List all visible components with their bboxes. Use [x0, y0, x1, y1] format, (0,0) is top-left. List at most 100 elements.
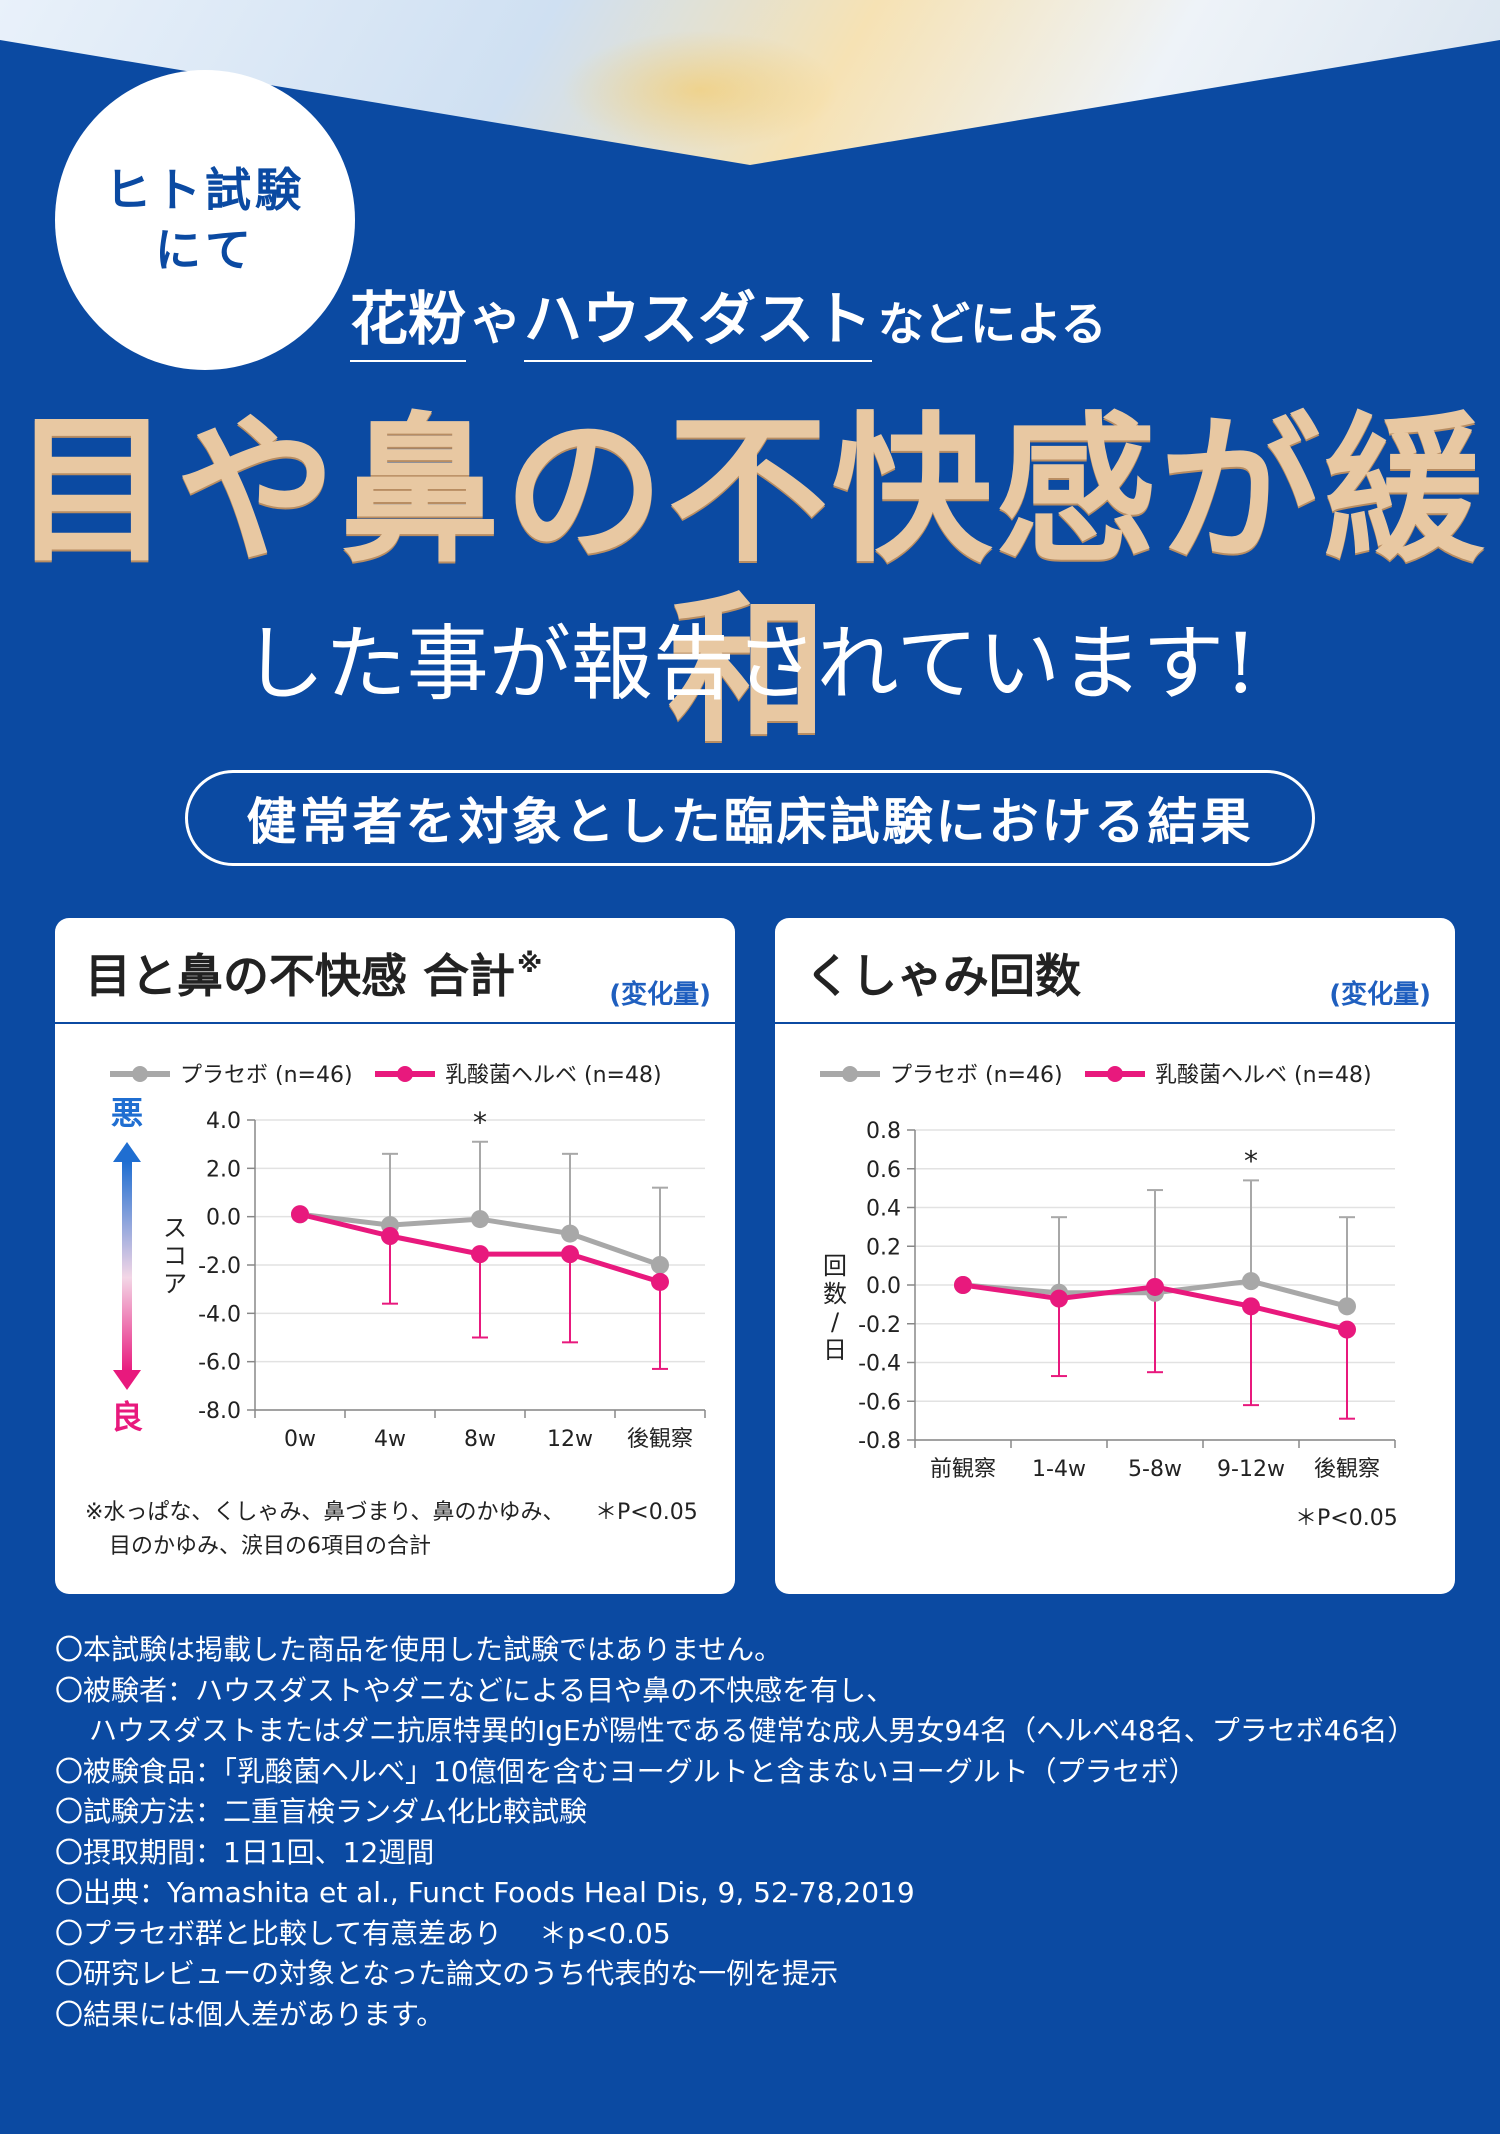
- y-tick-label: 0.2: [866, 1235, 901, 1260]
- legend-label-placebo: プラセボ (n=46): [180, 1063, 353, 1088]
- y-tick-label: -6.0: [198, 1351, 241, 1376]
- chart-title: 目と鼻の不快感 合計※: [85, 949, 543, 1003]
- legend-marker-herbe: [1107, 1066, 1123, 1082]
- y-tick-label: 0.4: [866, 1197, 901, 1222]
- p-value: ＊P<0.05: [595, 1500, 698, 1525]
- data-point-herbe: [561, 1245, 579, 1264]
- x-tick-label: 後観察: [627, 1427, 693, 1452]
- legend-marker-herbe: [397, 1066, 413, 1082]
- y-tick-label: -2.0: [198, 1254, 241, 1279]
- data-point-herbe: [1050, 1289, 1068, 1308]
- y-axis-label: ア: [163, 1270, 187, 1298]
- x-tick-label: 1-4w: [1032, 1457, 1086, 1482]
- x-tick-label: 後観察: [1314, 1457, 1380, 1482]
- bad-label: 悪: [111, 1094, 143, 1132]
- subhead-pollen: 花粉: [350, 272, 467, 362]
- y-tick-label: -0.2: [858, 1313, 901, 1338]
- badge-line2: にて: [155, 223, 255, 277]
- severity-gradient-bar: [122, 1162, 132, 1372]
- x-tick-label: 9-12w: [1217, 1457, 1285, 1482]
- up-arrow-icon: [113, 1142, 141, 1162]
- main-headline: 目や鼻の不快感が緩和: [11, 396, 1488, 764]
- data-point-herbe: [291, 1205, 309, 1224]
- footnote: ハウスダストまたはダニ抗原特異的IgEが陽性である健常な成人男女94名（ヘルベ4…: [89, 1714, 1416, 1747]
- y-tick-label: 2.0: [206, 1157, 241, 1182]
- note-line2: 目のかゆみ、涙目の6項目の合計: [109, 1534, 431, 1559]
- y-axis-label: コ: [163, 1242, 187, 1270]
- data-point-herbe: [1338, 1320, 1356, 1339]
- subhead-housedust: ハウスダスト: [524, 272, 873, 362]
- subhead-ya: や: [472, 297, 519, 351]
- y-tick-label: 4.0: [206, 1109, 241, 1134]
- y-axis-label: 日: [823, 1336, 847, 1364]
- x-tick-label: 4w: [374, 1427, 406, 1452]
- data-point-herbe: [651, 1272, 669, 1291]
- data-point-placebo: [1242, 1272, 1260, 1291]
- discomfort-chart: プラセボ (n=46) 乳酸菌ヘルベ (n=48) 4.0 2.0 0.0 -2.0 -4.…: [110, 1063, 706, 1452]
- subheadline: 花粉 や ハウスダスト などによる: [350, 282, 1113, 362]
- y-axis-label: /: [831, 1308, 840, 1336]
- data-point-herbe: [954, 1276, 972, 1294]
- note-line1: ※水っぱな、くしゃみ、鼻づまり、鼻のかゆみ、: [85, 1500, 565, 1525]
- data-point-placebo: [651, 1256, 669, 1274]
- y-tick-label: 0.8: [866, 1119, 901, 1144]
- y-tick-label: -8.0: [198, 1399, 241, 1424]
- headline-sub: した事が報告されています!: [242, 617, 1258, 712]
- chart-panel-sneeze: くしゃみ回数 (変化量) プラセボ (n=46) 乳酸菌ヘルベ (n=48) 0.8…: [775, 918, 1455, 1594]
- data-point-herbe: [1146, 1277, 1164, 1296]
- data-point-herbe: [471, 1245, 489, 1264]
- y-axis-label: 回: [823, 1252, 847, 1280]
- y-axis-label: 数: [823, 1280, 847, 1308]
- legend-marker-placebo: [132, 1066, 148, 1082]
- footnotes: 〇本試験は掲載した商品を使用した試験ではありません。 〇被験者：ハウスダストやダ…: [55, 1630, 1475, 2035]
- badge-line1: ヒト試験: [105, 163, 305, 217]
- y-tick-label: -0.8: [858, 1429, 901, 1454]
- subhead-tail: などによる: [878, 297, 1107, 351]
- legend-label-herbe: 乳酸菌ヘルベ (n=48): [445, 1063, 662, 1088]
- chart-note: ※水っぱな、くしゃみ、鼻づまり、鼻のかゆみ、 目のかゆみ、涙目の6項目の合計: [85, 1496, 565, 1564]
- y-tick-label: 0.6: [866, 1158, 901, 1183]
- legend-label-herbe: 乳酸菌ヘルベ (n=48): [1155, 1063, 1372, 1088]
- chart-title: くしゃみ回数: [805, 949, 1081, 1003]
- panel-header: くしゃみ回数 (変化量): [775, 918, 1455, 1024]
- significance-mark: *: [1244, 1144, 1258, 1177]
- legend-marker-placebo: [842, 1066, 858, 1082]
- x-tick-label: 5-8w: [1128, 1457, 1182, 1482]
- footnote: 〇試験方法：二重盲検ランダム化比較試験: [55, 1795, 588, 1828]
- footnote: 〇本試験は掲載した商品を使用した試験ではありません。: [55, 1633, 783, 1666]
- data-point-placebo: [471, 1210, 489, 1229]
- x-tick-label: 12w: [547, 1427, 593, 1452]
- data-point-placebo: [561, 1224, 579, 1243]
- y-tick-label: -0.4: [858, 1352, 901, 1377]
- x-tick-label: 前観察: [930, 1457, 996, 1482]
- data-point-placebo: [1338, 1297, 1356, 1316]
- significance-mark: *: [473, 1106, 487, 1139]
- y-tick-label: 0.0: [866, 1274, 901, 1299]
- chart-unit: (変化量): [1329, 980, 1431, 1010]
- down-arrow-icon: [113, 1370, 141, 1390]
- x-tick-label: 8w: [464, 1427, 496, 1452]
- y-tick-label: -4.0: [198, 1302, 241, 1327]
- chart-panel-discomfort: 目と鼻の不快感 合計※ (変化量) プラセボ (n=46) 乳酸菌ヘルベ (n=4…: [55, 918, 735, 1594]
- trial-result-pill: 健常者を対象とした臨床試験における結果: [185, 770, 1315, 866]
- sneeze-chart: プラセボ (n=46) 乳酸菌ヘルベ (n=48) 0.8 0.6 0.4 0.2 0.0 -…: [820, 1063, 1396, 1482]
- footnote: 〇被験者：ハウスダストやダニなどによる目や鼻の不快感を有し、: [55, 1673, 895, 1707]
- footnote: 〇プラセボ群と比較して有意差あり ＊p<0.05: [55, 1916, 671, 1950]
- footnote: 〇摂取期間：1日1回、12週間: [55, 1835, 435, 1869]
- good-label: 良: [111, 1398, 143, 1436]
- data-point-herbe: [1242, 1297, 1260, 1316]
- footnote: 〇被験食品：「乳酸菌ヘルベ」10億個を含むヨーグルトと含まないヨーグルト（プラセ…: [55, 1754, 1197, 1788]
- panel-header: 目と鼻の不快感 合計※ (変化量): [55, 918, 735, 1024]
- legend-label-placebo: プラセボ (n=46): [890, 1063, 1063, 1088]
- chart-unit: (変化量): [609, 980, 711, 1010]
- y-axis-label: ス: [163, 1214, 187, 1242]
- data-point-herbe: [381, 1227, 399, 1245]
- p-value: ＊P<0.05: [1295, 1506, 1398, 1531]
- footnote: 〇研究レビューの対象となった論文のうち代表的な一例を提示: [55, 1957, 839, 1990]
- footnote: 〇出典：Yamashita et al., Funct Foods Heal D…: [55, 1876, 915, 1909]
- footnote: 〇結果には個人差があります。: [55, 1997, 445, 2031]
- y-tick-label: 0.0: [206, 1206, 241, 1231]
- y-tick-label: -0.6: [858, 1390, 901, 1415]
- x-tick-label: 0w: [284, 1427, 316, 1452]
- human-trial-badge: ヒト試験 にて: [55, 70, 355, 370]
